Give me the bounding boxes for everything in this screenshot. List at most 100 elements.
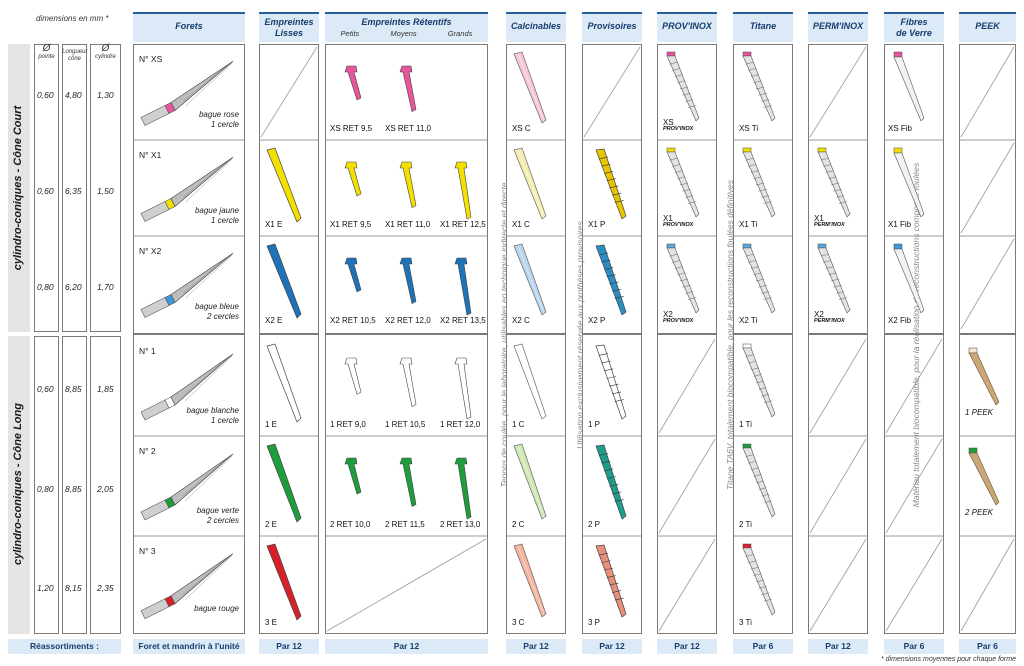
post-thread-icon <box>750 74 759 77</box>
dim-cylindre-value: 1,70 <box>97 282 114 292</box>
retentive-post-label: X1 RET 11,0 <box>385 220 431 229</box>
post-thread-icon <box>761 493 770 497</box>
post-thread-icon <box>833 188 842 192</box>
header-lisses: Empreintes Lisses <box>259 12 319 42</box>
post-thread-icon <box>609 383 619 387</box>
empty-cell-diagonal <box>960 238 1015 330</box>
post-thread-icon <box>612 192 622 196</box>
drill-ring-color: bague rouge <box>194 604 239 613</box>
dim-cylindre-value: 2,35 <box>97 583 114 593</box>
post-thread-icon <box>745 61 754 65</box>
empty-cell-diagonal <box>809 438 867 534</box>
dim-cylindre-value: 1,30 <box>97 90 114 100</box>
post-thread-icon <box>674 170 683 173</box>
provinox-post-label: X1 PROV'INOX <box>663 214 694 228</box>
dim-pointe-value: 0,60 <box>37 186 54 196</box>
post-thread-icon <box>763 297 772 300</box>
drill-number: N° 1 <box>139 346 156 356</box>
post-thread-icon <box>687 201 696 204</box>
drill-cone-icon <box>170 453 234 506</box>
dim-longueur-value: 8,85 <box>65 484 82 494</box>
retentive-post-icon <box>344 65 362 101</box>
post-thread-icon <box>669 157 678 161</box>
post-thread-icon <box>674 266 683 269</box>
post-thread-icon <box>836 291 845 294</box>
post-thread-icon <box>598 252 608 256</box>
post-thread-icon <box>687 297 696 300</box>
drill-shank-icon <box>140 297 170 318</box>
smooth-post-label: 2 E <box>265 520 278 529</box>
retentive-post-label: X1 RET 12,5 <box>440 220 486 229</box>
footer-lisses: Par 12 <box>259 639 319 654</box>
post-thread-icon <box>748 68 757 71</box>
retentive-post-icon <box>399 357 417 407</box>
post-thread-icon <box>823 164 832 167</box>
post-thread-icon <box>669 61 678 65</box>
post-ring-icon <box>666 243 676 249</box>
drill-groove-icon <box>184 159 233 203</box>
dimhead-longueur: Longueur cône <box>62 49 88 62</box>
post-ring-icon <box>742 343 752 349</box>
dim-pointe-value: 0,80 <box>37 484 54 494</box>
dim-pointe-value: 0,60 <box>37 384 54 394</box>
post-thread-icon <box>838 297 847 300</box>
footer-provisoires: Par 12 <box>582 639 642 654</box>
dim-cylindre-value: 2,05 <box>97 484 114 494</box>
empty-cell-diagonal <box>885 438 943 534</box>
post-thread-icon <box>763 598 772 602</box>
drill-shank-icon <box>140 105 170 126</box>
drill-groove-icon <box>182 554 232 595</box>
retentive-post-icon <box>344 161 362 197</box>
post-thread-icon <box>604 267 614 270</box>
empty-cell-diagonal <box>260 46 318 138</box>
post-thread-icon <box>687 105 696 108</box>
castable-post-label: XS C <box>512 124 531 133</box>
post-ring-icon <box>742 147 752 153</box>
post-thread-icon <box>755 278 765 282</box>
titanium-post-label: 3 Ti <box>739 618 752 627</box>
retentive-post-label: XS RET 9,5 <box>330 124 373 133</box>
post-thread-icon <box>748 460 757 464</box>
post-thread-icon <box>598 353 608 356</box>
retentive-post-label: 1 RET 12,0 <box>440 420 481 429</box>
dim-col-pointe-long <box>34 336 59 634</box>
titanium-post-label: 2 Ti <box>739 520 752 529</box>
dimhead-pointe: Ø pointe <box>34 44 59 61</box>
drill-ring-color: bague verte <box>196 506 239 515</box>
retentive-post-icon <box>454 257 472 316</box>
post-thread-icon <box>755 182 765 186</box>
dim-col-cylindre-long <box>90 336 121 634</box>
drill-number: N° 3 <box>139 546 156 556</box>
castable-post-icon <box>513 147 547 220</box>
post-thread-icon <box>614 200 624 203</box>
post-ring-icon <box>893 243 903 250</box>
post-ring-icon <box>742 443 752 449</box>
post-thread-icon <box>677 272 686 276</box>
post-thread-icon <box>758 487 767 490</box>
post-thread-icon <box>601 163 611 167</box>
retentive-post-label: X2 RET 13,5 <box>440 316 486 325</box>
castable-post-highlight <box>517 53 545 122</box>
provinox-brand: PROV'INOX <box>663 126 694 132</box>
post-ring-icon <box>666 51 676 57</box>
post-thread-icon <box>763 201 772 204</box>
fiber-post-icon <box>893 56 925 122</box>
header-peek: PEEK <box>959 12 1016 42</box>
footer-provinox: Par 12 <box>657 639 717 654</box>
post-thread-icon <box>838 201 847 204</box>
dim-pointe-value: 1,20 <box>37 583 54 593</box>
post-thread-icon <box>606 476 616 479</box>
drill-shank-icon <box>140 499 170 521</box>
post-thread-icon <box>755 86 765 90</box>
castable-post-icon <box>513 543 547 618</box>
castable-post-highlight <box>517 149 545 218</box>
post-ring-icon <box>666 147 676 153</box>
post-thread-icon <box>685 99 694 102</box>
titanium-post-label: XS Ti <box>739 124 759 133</box>
drill-groove-icon <box>184 455 233 502</box>
post-thread-icon <box>609 483 619 487</box>
dim-pointe-value: 0,80 <box>37 282 54 292</box>
group-bar-court <box>8 44 30 332</box>
post-thread-icon <box>601 360 611 364</box>
post-thread-icon <box>825 170 834 173</box>
